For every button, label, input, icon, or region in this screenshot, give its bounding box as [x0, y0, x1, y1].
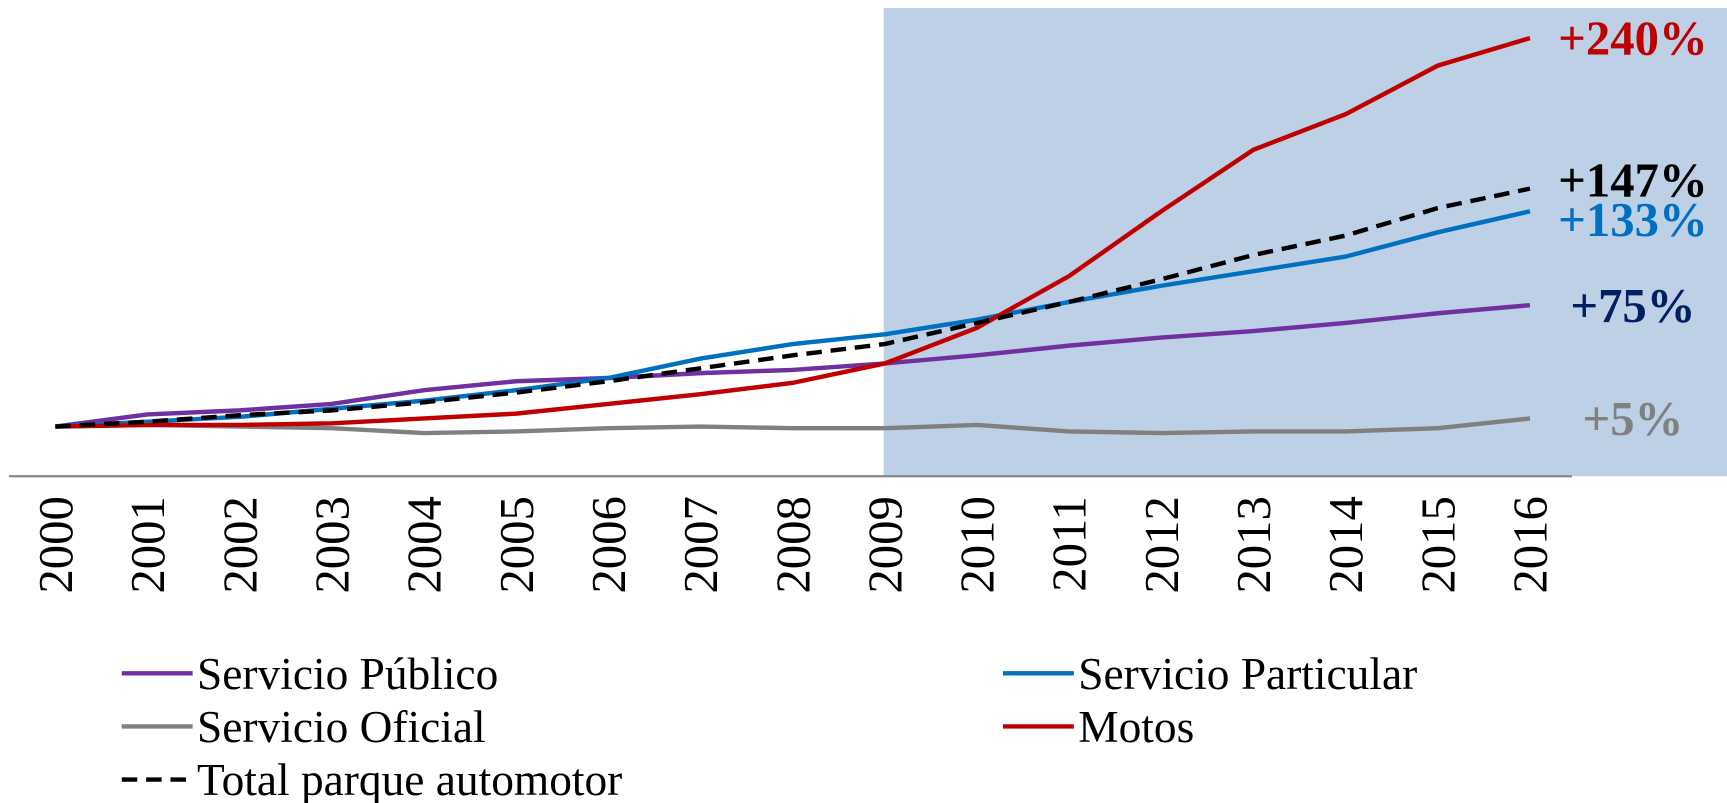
x-tick-label: 2015 — [1411, 496, 1465, 593]
legend-label: Total parque automotor — [197, 755, 622, 803]
x-tick-label: 2012 — [1135, 496, 1189, 593]
data-label: +5% — [1582, 392, 1683, 446]
series-line — [55, 416, 1531, 436]
x-tick-label: 2008 — [766, 496, 820, 593]
data-label: +147% — [1558, 153, 1708, 207]
legend-item: Total parque automotor — [121, 755, 622, 803]
legend-item: Servicio Oficial — [121, 702, 486, 752]
legend-label: Servicio Público — [197, 649, 498, 699]
x-tick-label: 2001 — [121, 496, 175, 593]
legend-label: Servicio Oficial — [197, 702, 486, 752]
data-label: +133% — [1558, 193, 1708, 247]
x-tick-label: 2005 — [490, 496, 544, 593]
x-tick-label: 2011 — [1043, 496, 1097, 592]
legend-label: Servicio Particular — [1078, 649, 1417, 699]
legend-item: Servicio Particular — [1002, 649, 1417, 699]
series-line — [55, 35, 1531, 429]
series-line — [55, 302, 1531, 429]
x-tick-label: 2000 — [29, 496, 83, 593]
x-tick-label: 2013 — [1227, 496, 1281, 593]
x-tick-label: 2007 — [674, 496, 728, 593]
x-tick-label: 2002 — [213, 496, 267, 593]
legend-item: Motos — [1002, 702, 1194, 752]
x-tick-label: 2003 — [305, 496, 359, 593]
data-label: +240% — [1558, 12, 1708, 66]
legend-label: Motos — [1078, 702, 1194, 752]
x-tick-label: 2006 — [582, 496, 636, 593]
x-tick-label: 2014 — [1319, 496, 1373, 593]
legend-item: Servicio Público — [121, 649, 498, 699]
x-tick-label: 2010 — [951, 496, 1005, 593]
x-tick-label: 2016 — [1504, 496, 1558, 593]
series-line — [55, 186, 1531, 429]
x-tick-label: 2009 — [858, 496, 912, 593]
data-label: +75% — [1570, 279, 1695, 333]
x-tick-label: 2004 — [398, 496, 452, 593]
